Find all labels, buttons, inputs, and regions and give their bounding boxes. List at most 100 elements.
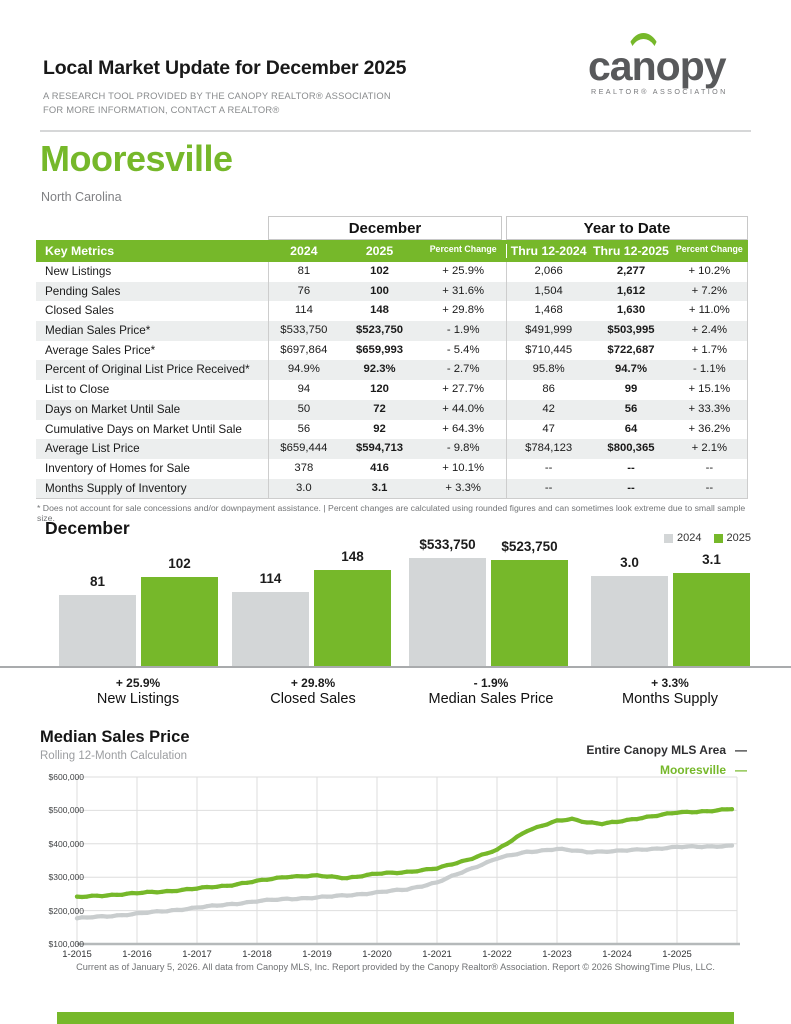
y-axis-tick-label: $400,000 (48, 838, 84, 849)
x-axis-tick-label: 1-2025 (662, 949, 692, 960)
key-metrics-label: Key Metrics (45, 244, 115, 258)
legend-swatch-2024 (664, 533, 674, 543)
value-cell-ytd-change: + 2.1% (691, 442, 728, 455)
value-cell-dec-2024: 94.9% (287, 363, 320, 376)
canopy-logo: can opy REALTOR® ASSOCIATION (588, 33, 758, 96)
bar-group-change-label: + 3.3% (651, 676, 689, 690)
table-row: Average List Price $659,444 $594,713 - 9.8%… (36, 439, 748, 459)
canopy-wordmark: can opy (588, 33, 758, 87)
col-header-thru-2024: Thru 12-2024 (510, 244, 587, 258)
line-legend-item: Mooresville — (586, 760, 747, 780)
bar-chart-title: December (45, 518, 130, 538)
value-cell-dec-2025: $594,713 (355, 442, 404, 455)
metric-name-cell: New Listings (45, 265, 112, 278)
value-cell-dec-2024: $533,750 (280, 324, 328, 337)
bar-2025 (141, 577, 218, 666)
metric-name-cell: Percent of Original List Price Received* (45, 363, 250, 377)
metric-name-cell: Months Supply of Inventory (45, 481, 187, 495)
value-cell-ytd-2024: $491,999 (525, 324, 573, 337)
value-cell-ytd-2024: -- (544, 481, 553, 494)
subtitle-line-1: A RESEARCH TOOL PROVIDED BY THE CANOPY R… (43, 90, 391, 101)
value-cell-ytd-2024: 2,066 (534, 265, 563, 277)
value-cell-ytd-2025: $800,365 (607, 442, 655, 455)
bar-2024 (232, 592, 309, 666)
value-cell-dec-2024: 50 (297, 402, 311, 415)
bar-value-label: 81 (89, 574, 106, 589)
bar-group-category-label: Months Supply (622, 691, 718, 707)
value-cell-dec-2025: 416 (370, 461, 389, 474)
bar-group-category-label: Median Sales Price (428, 691, 554, 707)
value-cell-ytd-2025: -- (627, 461, 635, 474)
value-cell-ytd-2024: 86 (542, 383, 555, 396)
line-legend-dash-icon: — (735, 763, 747, 777)
value-cell-ytd-2025: 56 (624, 402, 638, 415)
value-cell-dec-2025: 102 (370, 265, 389, 277)
value-cell-dec-change: + 29.8% (442, 304, 485, 317)
footer-accent-bar (57, 1012, 734, 1024)
key-metrics-table: December Year to Date Key Metrics 2024 2… (36, 216, 748, 500)
state-name: North Carolina (41, 190, 122, 204)
value-cell-dec-change: - 1.9% (446, 324, 480, 337)
table-row: Days on Market Until Sale 50 72 + 44.0% 42 56… (36, 399, 748, 420)
value-cell-dec-change: + 31.6% (442, 284, 485, 297)
bar-group-change-label: - 1.9% (473, 676, 509, 690)
bar-group-change-label: + 29.8% (290, 676, 336, 690)
metric-name-cell: Inventory of Homes for Sale (45, 461, 190, 475)
col-header-percent-change-dec: Percent Change (429, 244, 497, 254)
table-row: Closed Sales 114 148 + 29.8% 1,468 1,630 + 11.… (36, 301, 748, 322)
bar-value-label: 3.1 (702, 552, 721, 567)
value-cell-dec-2025: 3.1 (371, 481, 388, 494)
value-cell-dec-change: + 44.0% (442, 402, 485, 415)
value-cell-dec-2024: $697,864 (280, 343, 328, 356)
value-cell-dec-2024: 81 (297, 265, 311, 277)
x-axis-tick-label: 1-2019 (302, 949, 332, 960)
metric-name-cell: Pending Sales (45, 284, 121, 298)
value-cell-dec-2024: 76 (297, 284, 311, 297)
line-legend-label: Entire Canopy MLS Area (586, 743, 726, 757)
value-cell-ytd-2024: 1,504 (534, 284, 563, 297)
group-header-year-to-date: Year to Date (506, 216, 748, 240)
metric-name-cell: List to Close (45, 383, 110, 397)
value-cell-ytd-change: - 1.1% (693, 363, 726, 376)
value-cell-ytd-2025: -- (627, 481, 635, 494)
value-cell-dec-change: + 25.9% (442, 265, 485, 277)
line-chart-title: Median Sales Price (40, 728, 190, 746)
x-axis-tick-label: 1-2024 (602, 949, 632, 960)
legend-item-2024: 2024 (664, 532, 702, 544)
col-header-percent-change-ytd: Percent Change (675, 244, 743, 254)
bar-2025 (491, 560, 568, 666)
x-axis-tick-label: 1-2016 (122, 949, 152, 960)
value-cell-dec-2025: 92.3% (363, 363, 396, 376)
bar-2025 (673, 573, 750, 666)
value-cell-ytd-2025: $503,995 (607, 324, 655, 337)
y-axis-tick-label: $100,000 (48, 939, 84, 949)
subtitle-line-2: FOR MORE INFORMATION, CONTACT A REALTOR® (43, 104, 280, 115)
line-legend-item: Entire Canopy MLS Area — (586, 740, 747, 760)
bar-value-label: 102 (168, 556, 191, 571)
value-cell-dec-2024: 378 (294, 461, 314, 474)
value-cell-ytd-change: -- (705, 481, 714, 494)
value-cell-ytd-2025: 1,630 (616, 304, 646, 317)
value-cell-dec-2025: 120 (370, 383, 389, 396)
bar-2024 (59, 595, 136, 666)
x-axis-tick-label: 1-2021 (422, 949, 452, 960)
legend-swatch-2025 (713, 533, 723, 543)
value-cell-ytd-change: + 10.2% (688, 265, 731, 277)
bar-chart-plot-area: 81 102 114 148 $533,750 $523,750 3.0 3.1 (0, 530, 791, 668)
report-subtitle: A RESEARCH TOOL PROVIDED BY THE CANOPY R… (43, 89, 391, 117)
value-cell-ytd-2025: 99 (624, 383, 638, 396)
value-cell-ytd-2025: 64 (624, 422, 638, 435)
value-cell-dec-2025: 72 (373, 402, 386, 415)
value-cell-ytd-change: -- (705, 461, 714, 474)
x-axis-tick-label: 1-2017 (182, 949, 212, 960)
value-cell-dec-2024: 56 (297, 422, 311, 435)
group-header-december: December (268, 216, 502, 240)
value-cell-ytd-change: + 1.7% (691, 343, 728, 356)
bar-2024 (409, 558, 486, 666)
value-cell-dec-2024: 94 (297, 383, 311, 396)
line-chart-legend: Entire Canopy MLS Area — Mooresville — (586, 740, 747, 780)
value-cell-ytd-2024: $784,123 (525, 442, 573, 455)
bar-value-label: 114 (259, 571, 282, 586)
metric-name-cell: Days on Market Until Sale (45, 402, 181, 416)
line-chart-canvas (74, 776, 740, 946)
